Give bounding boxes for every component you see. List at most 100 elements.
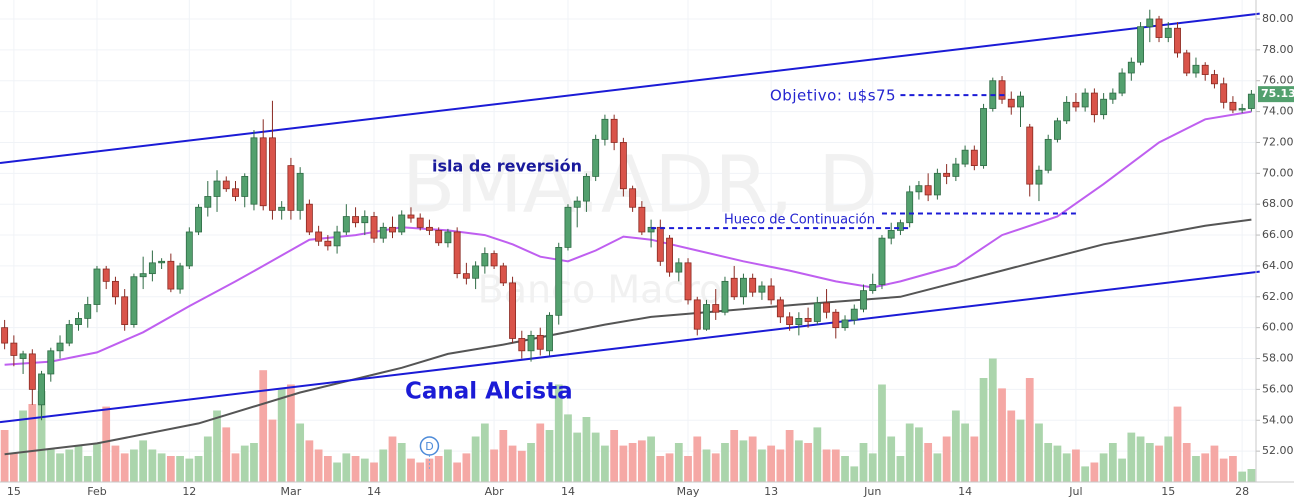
volume-bar: [942, 436, 951, 482]
volume-bar: [841, 456, 849, 482]
x-tick-label: 13: [764, 485, 778, 498]
volume-bar: [176, 456, 184, 482]
x-tick-label: 15: [7, 485, 21, 498]
candle-body: [933, 172, 941, 196]
volume-bar: [1127, 432, 1136, 482]
candle-body: [1072, 101, 1080, 108]
volume-bar: [1247, 469, 1256, 482]
volume-bar: [1136, 436, 1145, 482]
candle-body: [1192, 64, 1200, 74]
candle-body: [767, 285, 775, 301]
candle-body: [666, 237, 674, 273]
candle-body: [850, 308, 858, 321]
candle-body: [564, 206, 572, 248]
volume-bar: [961, 423, 969, 482]
candle-body: [638, 206, 646, 233]
volume-bar: [1145, 443, 1154, 482]
x-tick-label: Jul: [1068, 485, 1082, 498]
candle-body: [693, 299, 701, 330]
candle-body: [1026, 126, 1034, 185]
volume-bar: [868, 453, 877, 482]
candle-body: [582, 176, 590, 202]
volume-bar: [1229, 456, 1237, 482]
moving-average: [4, 218, 1252, 456]
volume-bar: [702, 449, 711, 482]
y-tick-label: 72.00: [1262, 135, 1294, 148]
candle-body: [10, 342, 18, 356]
volume-bar: [268, 419, 277, 482]
volume-bar: [693, 436, 702, 482]
volume-bar: [185, 458, 194, 482]
volume-bar: [157, 453, 166, 482]
candle-body: [361, 216, 369, 224]
volume-bar: [951, 410, 960, 482]
x-tick-label: 15: [1161, 485, 1175, 498]
volume-bar: [970, 436, 979, 482]
candle-body: [739, 277, 747, 298]
candle-body: [712, 304, 720, 313]
volume-bar: [462, 453, 471, 482]
volume-bar: [111, 445, 120, 482]
candle-body: [111, 280, 119, 298]
candle-body: [749, 277, 757, 293]
candle-body: [1118, 72, 1126, 94]
volume-bar: [554, 384, 563, 482]
volume-bar: [480, 423, 489, 482]
volume-bar: [739, 440, 748, 482]
volume-bar: [545, 430, 554, 482]
volume-bar: [1081, 466, 1090, 482]
y-tick-label: 54.00: [1262, 413, 1294, 426]
y-tick-label: 66.00: [1262, 228, 1294, 241]
volume-bar: [37, 391, 46, 482]
event-marker: [419, 436, 440, 456]
volume-bar: [323, 456, 332, 482]
y-tick-label: 70.00: [1262, 166, 1294, 179]
volume-bar: [407, 458, 415, 482]
volume-bar: [637, 440, 646, 482]
y-tick-label: 80.00: [1262, 12, 1294, 25]
x-tick-label: Abr: [485, 485, 505, 498]
candle-body: [1081, 92, 1089, 108]
volume-bar: [517, 450, 526, 482]
candle-body: [370, 216, 378, 239]
candle-body: [472, 265, 480, 279]
candle-body: [93, 268, 101, 305]
volume-bar: [56, 453, 64, 482]
candle-body: [1063, 101, 1071, 122]
volume-bar: [93, 443, 101, 482]
candle-body: [629, 188, 637, 208]
volume-bar: [610, 430, 619, 482]
x-tick-label: 14: [561, 485, 575, 498]
volume-bar: [905, 423, 914, 482]
candle-body: [1247, 93, 1255, 109]
candle-body: [305, 203, 313, 233]
x-tick-label: 14: [958, 485, 972, 498]
candle-body: [915, 185, 923, 193]
y-tick-label: 56.00: [1262, 382, 1294, 395]
volume-bar: [878, 384, 886, 482]
annotation-gap: Hueco de Continuación: [724, 213, 875, 228]
candle-body: [869, 284, 877, 292]
candle-body: [296, 172, 304, 211]
candle-body: [721, 280, 729, 313]
volume-bar: [444, 449, 452, 482]
candle-body: [398, 214, 406, 233]
annotation-island: isla de reversión: [432, 157, 582, 176]
candle-body: [250, 137, 258, 205]
candle-body: [509, 282, 517, 339]
volume-bar: [508, 445, 517, 482]
volume-bar: [1007, 410, 1016, 482]
candle-body: [804, 318, 812, 322]
candle-body: [961, 149, 969, 165]
candle-body: [1090, 92, 1098, 116]
volume-bar: [1164, 436, 1173, 482]
candle-body: [352, 216, 360, 224]
candle-body: [527, 334, 535, 352]
candle-body: [499, 265, 507, 284]
candle-body: [619, 142, 627, 190]
y-tick-label: 68.00: [1262, 197, 1294, 210]
volume-bar: [711, 453, 720, 482]
candle-body: [148, 262, 156, 275]
candle-body: [1017, 95, 1024, 108]
volume-bar: [388, 436, 397, 482]
